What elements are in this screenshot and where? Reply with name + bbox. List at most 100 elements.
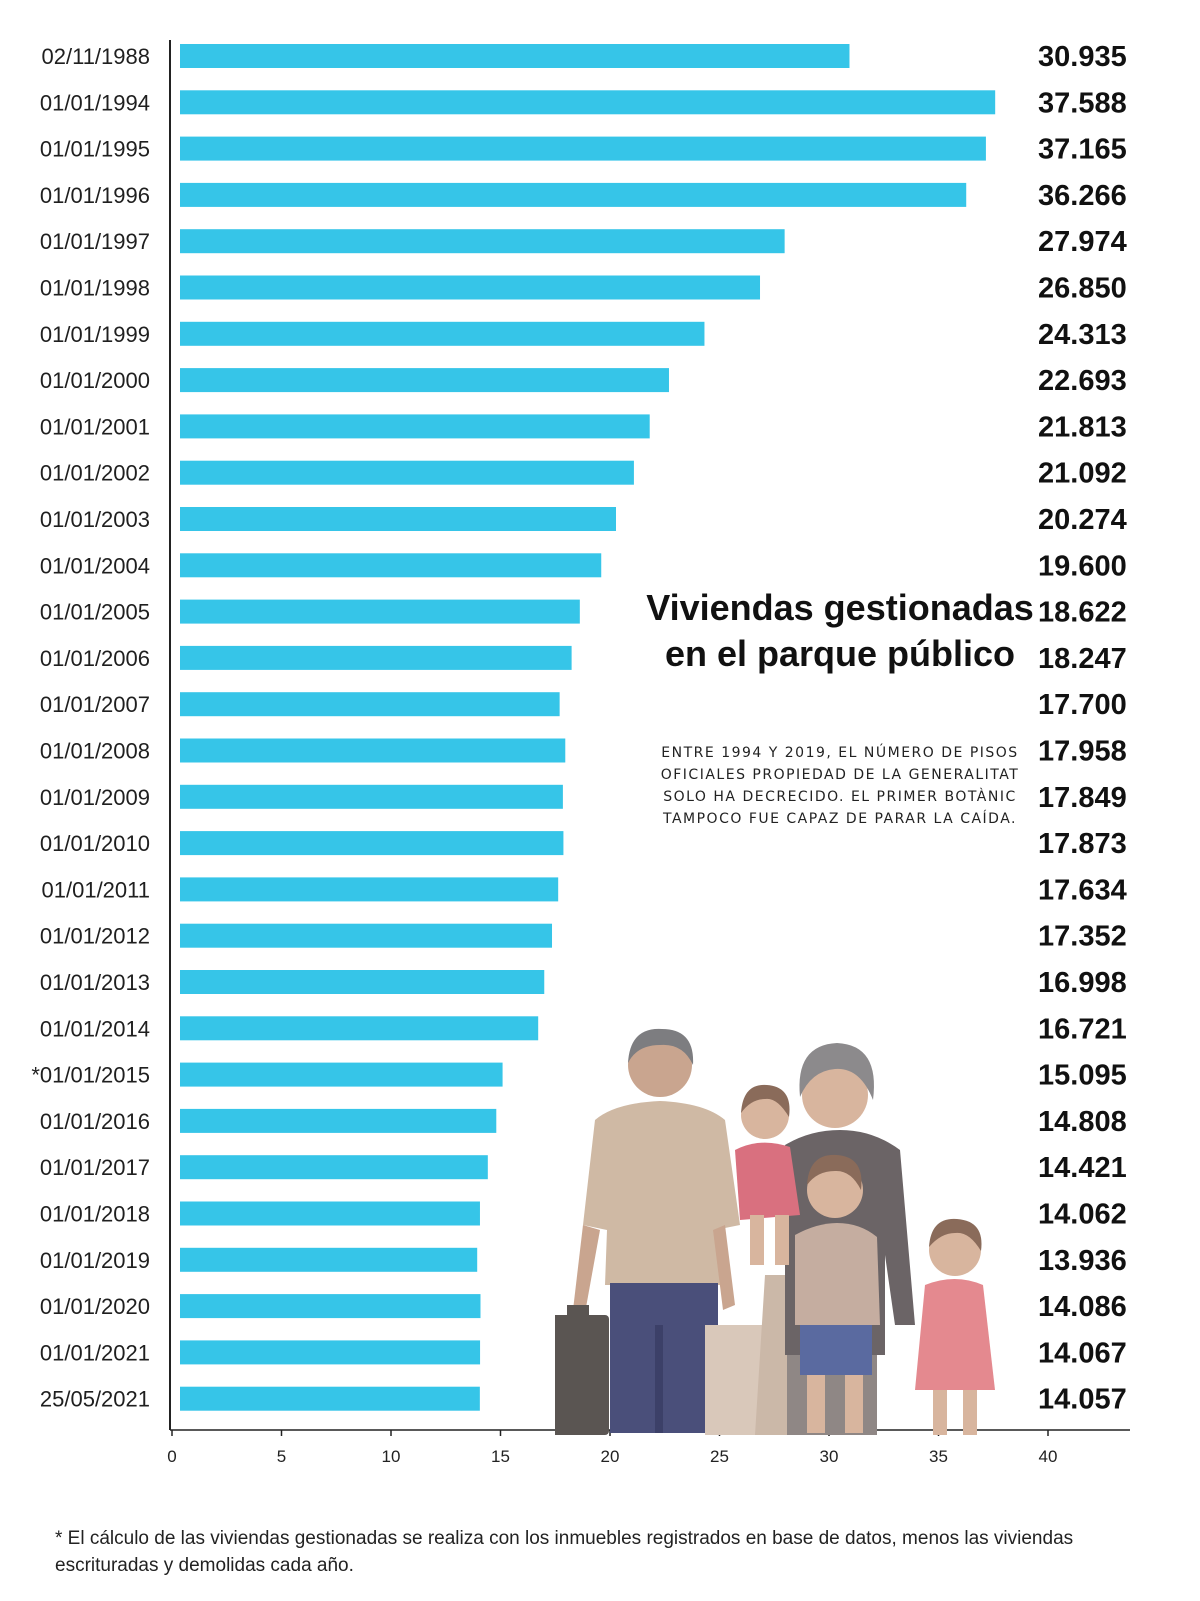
category-label: 01/01/2021 (40, 1340, 150, 1365)
category-label: 01/01/2003 (40, 507, 150, 532)
data-label: 18.622 (1038, 597, 1127, 629)
data-label: 37.588 (1038, 87, 1127, 119)
bar (180, 229, 785, 254)
category-label: 01/01/2010 (40, 831, 150, 856)
x-tick-label: 35 (929, 1447, 948, 1466)
bar (180, 1155, 488, 1180)
category-label: 01/01/1998 (40, 276, 150, 301)
data-label: 36.266 (1038, 180, 1127, 212)
bar (180, 831, 564, 856)
x-tick-label: 30 (820, 1447, 839, 1466)
data-label: 17.958 (1038, 736, 1127, 768)
category-label: 01/01/2005 (40, 600, 150, 625)
category-label: 01/01/2009 (40, 785, 150, 810)
category-label: 01/01/2018 (40, 1202, 150, 1227)
category-label: 25/05/2021 (40, 1387, 150, 1412)
data-label: 17.352 (1038, 921, 1127, 953)
bar (180, 368, 669, 393)
bar (180, 1294, 481, 1319)
bar (180, 136, 986, 161)
category-label: 01/01/2007 (40, 692, 150, 717)
category-label: 01/01/2014 (40, 1016, 150, 1041)
bar (180, 1201, 480, 1226)
bar (180, 1062, 503, 1087)
data-label: 18.247 (1038, 643, 1127, 675)
bar (180, 970, 545, 994)
data-label: 14.808 (1038, 1106, 1127, 1138)
data-label: 24.313 (1038, 319, 1127, 351)
x-axis: 0 5 10 15 20 25 30 35 40 (167, 40, 1130, 1466)
bar (180, 90, 996, 115)
data-label: 14.086 (1038, 1291, 1127, 1323)
data-label: 14.067 (1038, 1337, 1127, 1369)
bar (180, 460, 634, 485)
data-label: 21.813 (1038, 411, 1127, 443)
bar (180, 692, 560, 717)
bar (180, 1016, 539, 1041)
x-tick-label: 20 (601, 1447, 620, 1466)
data-label: 13.936 (1038, 1245, 1127, 1277)
x-tick-label: 25 (710, 1447, 729, 1466)
data-label: 22.693 (1038, 365, 1127, 397)
data-label: 17.849 (1038, 782, 1127, 814)
chart-title: Viviendas gestionadas en el parque públi… (646, 587, 1034, 674)
x-tick-label: 15 (491, 1447, 510, 1466)
bar (180, 414, 650, 439)
category-label: 01/01/1997 (40, 229, 150, 254)
bar (180, 321, 705, 346)
bar (180, 877, 559, 902)
bar (180, 599, 580, 624)
category-label: 01/01/2001 (40, 414, 150, 439)
category-label: 01/01/1995 (40, 137, 150, 162)
category-label: 01/01/2011 (42, 877, 150, 902)
family-illustration-icon (555, 1028, 995, 1435)
category-label: 01/01/2008 (40, 739, 150, 764)
data-label: 14.421 (1038, 1152, 1127, 1184)
data-label: 26.850 (1038, 273, 1127, 305)
bar (180, 1247, 478, 1272)
category-label: 01/01/2013 (40, 970, 150, 995)
category-label: 01/01/1994 (40, 90, 150, 115)
data-label: 17.634 (1038, 874, 1127, 906)
data-label: 16.721 (1038, 1013, 1127, 1045)
category-label: 01/01/2017 (40, 1155, 150, 1180)
bar (180, 553, 602, 578)
category-label: 01/01/1996 (40, 183, 150, 208)
bar (180, 1386, 480, 1411)
data-label: 27.974 (1038, 226, 1127, 258)
data-label: 37.165 (1038, 134, 1127, 166)
bar (180, 1340, 481, 1365)
bar (180, 44, 850, 68)
data-label: 20.274 (1038, 504, 1127, 536)
bar (180, 923, 553, 948)
bar (180, 507, 617, 531)
footnote: * El cálculo de las viviendas gestionada… (55, 1528, 1074, 1576)
category-label: 01/01/2019 (40, 1248, 150, 1273)
category-label: 01/01/2006 (40, 646, 150, 671)
category-label: 01/01/2012 (40, 924, 150, 949)
data-label: 19.600 (1038, 550, 1127, 582)
data-label: 15.095 (1038, 1060, 1127, 1092)
category-label: 01/01/2016 (40, 1109, 150, 1134)
data-label: 30.935 (1038, 41, 1127, 73)
bar (180, 275, 761, 300)
data-label: 17.873 (1038, 828, 1127, 860)
category-label: 01/01/2020 (40, 1294, 150, 1319)
category-label: 01/01/2002 (40, 461, 150, 486)
bar-chart: 02/11/1988 30.935 01/01/1994 37.588 01/01/19… (31, 40, 1130, 1466)
bar (180, 1108, 497, 1133)
category-label: *01/01/2015 (31, 1063, 150, 1088)
data-label: 21.092 (1038, 458, 1127, 490)
category-label: 01/01/2000 (40, 368, 150, 393)
x-tick-label: 0 (167, 1447, 176, 1466)
chart-subtitle: Entre 1994 y 2019, el número de pisos of… (660, 745, 1020, 827)
x-tick-label: 5 (277, 1447, 286, 1466)
bar (180, 182, 967, 207)
category-label: 01/01/1999 (40, 322, 150, 347)
category-label: 02/11/1988 (42, 44, 150, 69)
x-tick-label: 40 (1039, 1447, 1058, 1466)
bar (180, 738, 566, 763)
bars-layer: 02/11/1988 30.935 01/01/1994 37.588 01/01/19… (31, 41, 1126, 1416)
data-label: 17.700 (1038, 689, 1127, 721)
data-label: 14.057 (1038, 1384, 1127, 1416)
